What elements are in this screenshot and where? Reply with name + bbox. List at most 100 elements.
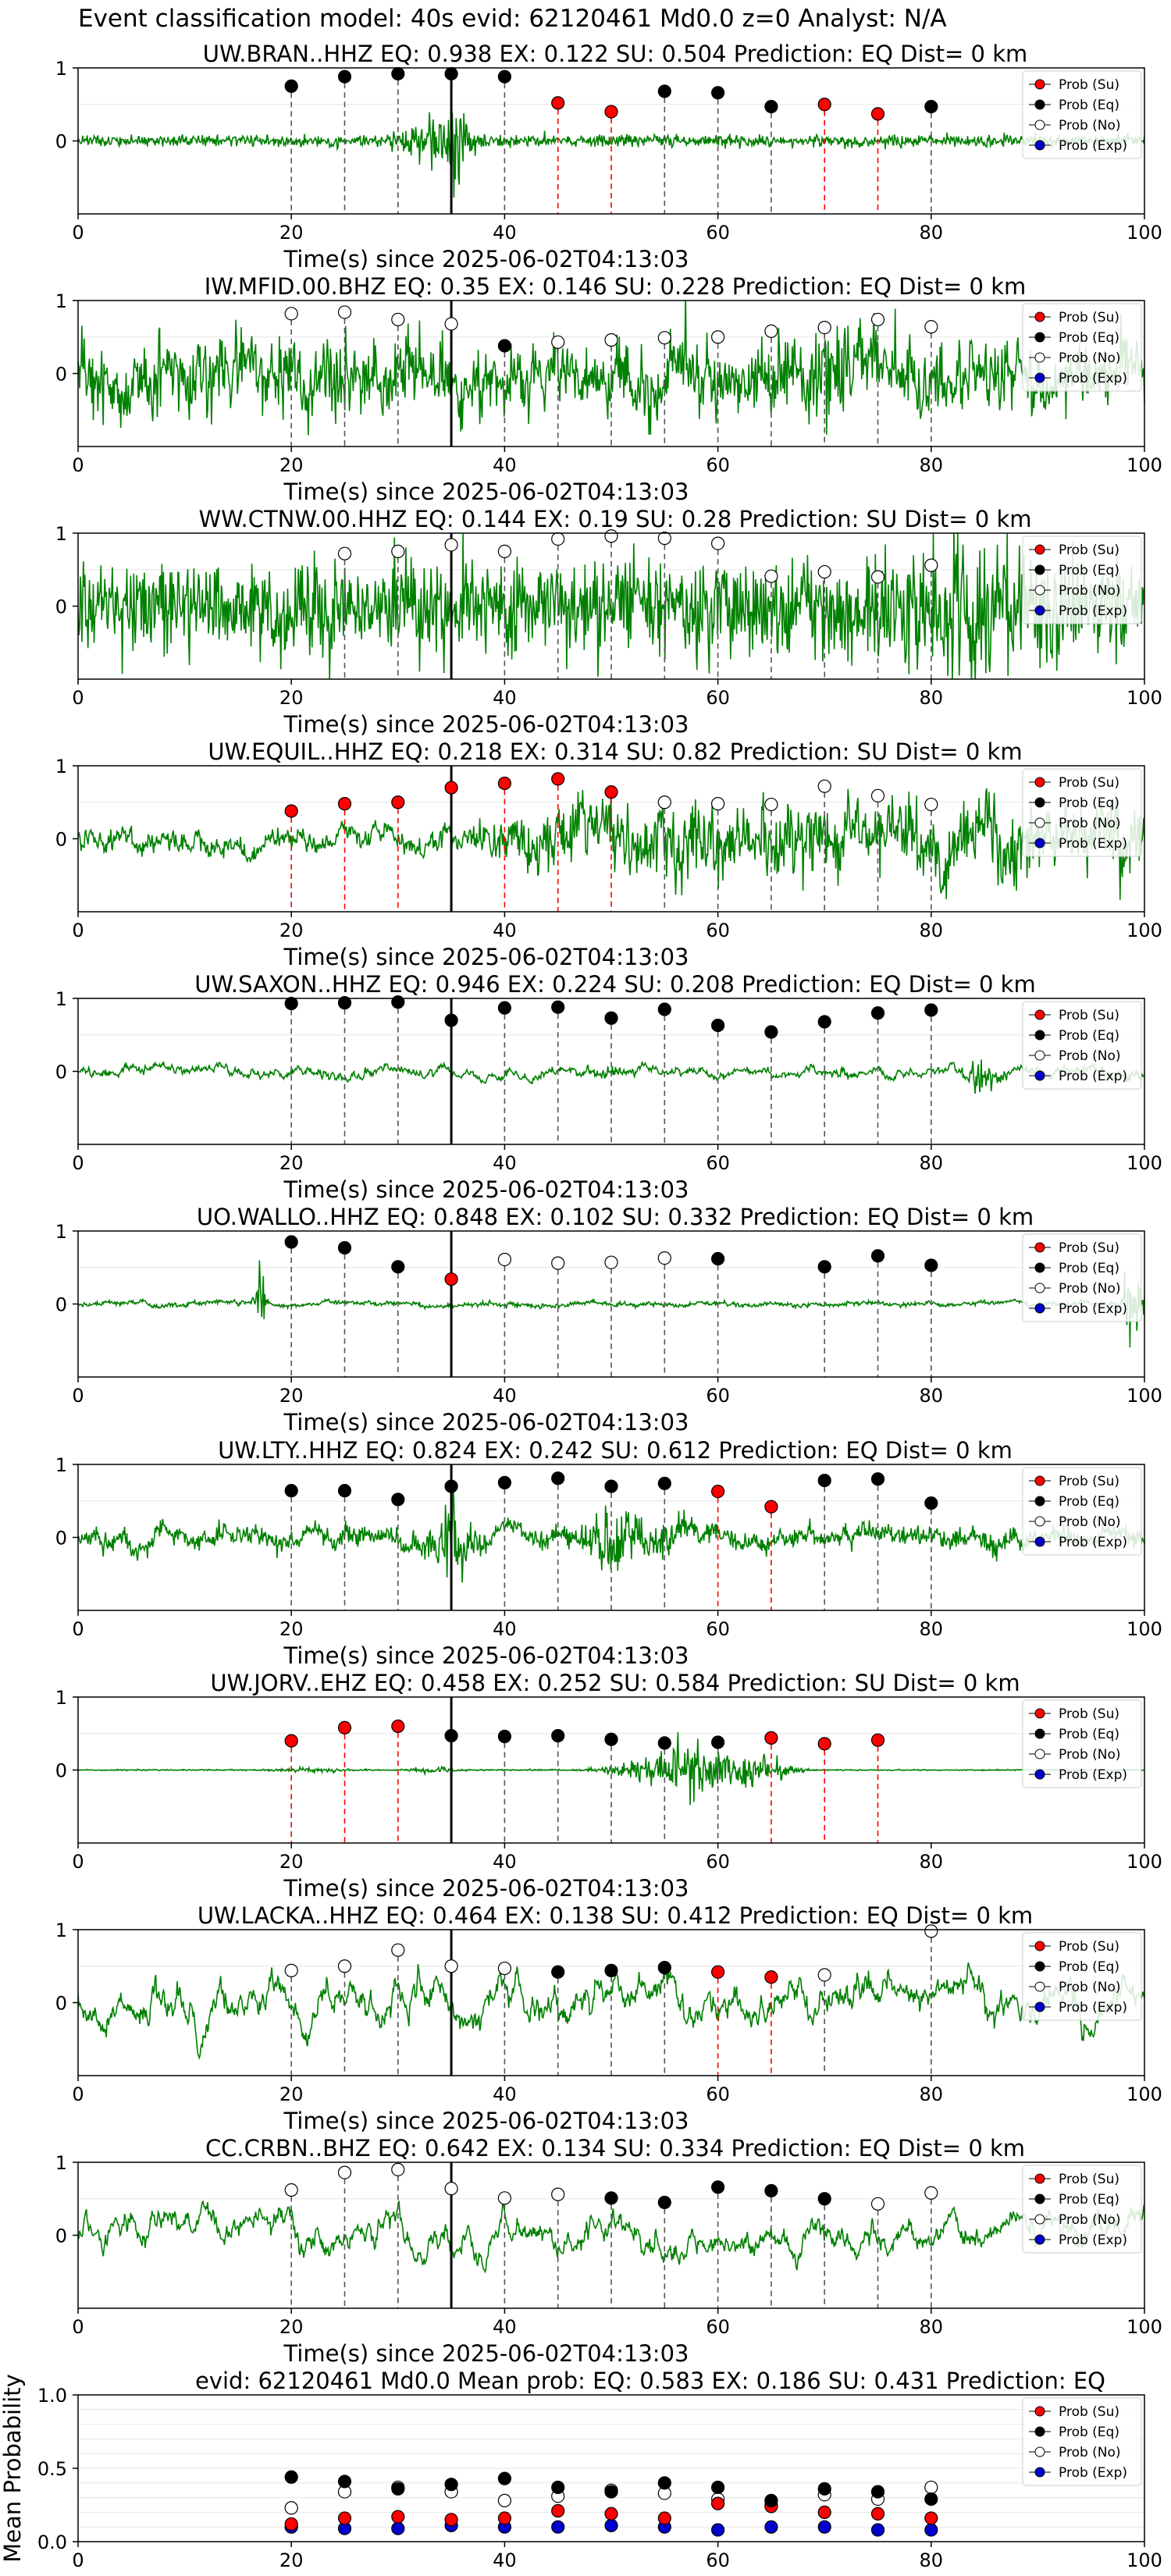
y-tick-label: 1: [55, 1687, 67, 1709]
panel-title: CC.CRBN..BHZ EQ: 0.642 EX: 0.134 SU: 0.3…: [205, 2135, 1025, 2161]
y-tick-label: 0: [55, 1993, 67, 2015]
legend-box: [1022, 535, 1142, 624]
panel-title: evid: 62120461 Md0.0 Mean prob: EQ: 0.58…: [195, 2368, 1105, 2394]
legend-marker-0: [1034, 1941, 1045, 1952]
x-tick-label: 80: [920, 454, 944, 476]
legend-marker-0: [1034, 2406, 1045, 2417]
prob-marker-eq: [391, 1493, 405, 1507]
legend-label: Prob (Eq): [1059, 1028, 1119, 1044]
x-tick-label: 60: [706, 2549, 730, 2571]
prob-marker-su: [284, 804, 298, 818]
prob-marker-eq: [924, 1258, 938, 1272]
waveform-panel-3: WW.CTNW.00.HHZ EQ: 0.144 EX: 0.19 SU: 0.…: [55, 506, 1162, 738]
legend-label: Prob (Exp): [1059, 371, 1127, 386]
legend-label: Prob (Eq): [1059, 563, 1119, 578]
prob-marker-eq: [710, 1735, 725, 1749]
mean-prob-point-no: [497, 2493, 512, 2507]
y-tick-label: 0.5: [37, 2458, 67, 2480]
prob-marker-eq: [497, 1729, 512, 1744]
y-tick-label: 0.0: [37, 2532, 67, 2553]
x-tick-label: 40: [493, 687, 517, 709]
panel-title: UW.BRAN..HHZ EQ: 0.938 EX: 0.122 SU: 0.5…: [203, 41, 1028, 67]
legend-marker-2: [1034, 1749, 1045, 1759]
prob-marker-eq: [764, 2183, 778, 2198]
prob-marker-eq: [604, 1963, 618, 1977]
x-axis-label: Time(s) since 2025-06-02T04:13:03: [283, 1176, 689, 1203]
legend-label: Prob (Su): [1059, 77, 1119, 93]
prob-marker-eq: [924, 1496, 938, 1510]
legend-box: [1022, 1932, 1142, 2021]
legend-label: Prob (Eq): [1059, 330, 1119, 346]
legend-label: Prob (Eq): [1059, 1727, 1119, 1742]
mean-prob-point-su: [551, 2503, 565, 2518]
prob-marker-eq: [817, 1015, 831, 1029]
prob-marker-no: [710, 797, 725, 811]
mean-prob-point-exp: [710, 2523, 725, 2537]
x-tick-label: 80: [920, 920, 944, 941]
waveform-panel-2: IW.MFID.00.BHZ EQ: 0.35 EX: 0.146 SU: 0.…: [55, 273, 1162, 505]
legend-label: Prob (Eq): [1059, 795, 1119, 811]
legend-marker-0: [1034, 1475, 1045, 1486]
panel-title: IW.MFID.00.BHZ EQ: 0.35 EX: 0.146 SU: 0.…: [205, 273, 1027, 300]
prob-marker-no: [551, 335, 565, 349]
legend-label: Prob (Eq): [1059, 2425, 1119, 2440]
prob-marker-no: [604, 333, 618, 347]
x-tick-label: 100: [1127, 920, 1162, 941]
prob-marker-eq: [870, 1006, 885, 1020]
x-tick-label: 100: [1127, 1618, 1162, 1640]
y-tick-label: 0: [55, 364, 67, 386]
legend-marker-3: [1034, 140, 1045, 151]
legend-marker-1: [1034, 1262, 1045, 1273]
y-tick-label: 0: [55, 829, 67, 851]
legend-box: [1022, 2397, 1142, 2486]
legend-box: [1022, 70, 1142, 159]
mean-prob-point-exp: [817, 2520, 831, 2534]
prob-marker-no: [497, 1252, 512, 1267]
prob-marker-no: [924, 797, 938, 812]
x-tick-label: 80: [920, 2083, 944, 2105]
y-tick-label: 0: [55, 1528, 67, 1550]
legend-box: [1022, 1467, 1142, 1556]
legend-label: Prob (Su): [1059, 543, 1119, 558]
prob-marker-eq: [284, 1484, 298, 1498]
legend-label: Prob (Eq): [1059, 1261, 1119, 1276]
prob-marker-no: [657, 531, 671, 546]
x-axis-label: Time(s) since 2025-06-02T04:13:03: [283, 711, 689, 738]
legend-label: Prob (Su): [1059, 1939, 1119, 1955]
prob-marker-eq: [657, 1736, 671, 1750]
y-tick-label: 1: [55, 1920, 67, 1941]
x-tick-label: 80: [920, 1851, 944, 1873]
x-tick-label: 20: [279, 1851, 304, 1873]
waveform-panel-1: UW.BRAN..HHZ EQ: 0.938 EX: 0.122 SU: 0.5…: [55, 41, 1162, 272]
prob-marker-su: [604, 105, 618, 119]
y-tick-label: 0: [55, 2226, 67, 2247]
legend-marker-0: [1034, 2173, 1045, 2184]
prob-marker-su: [551, 96, 565, 110]
legend-label: Prob (Exp): [1059, 603, 1127, 619]
x-tick-label: 100: [1127, 687, 1162, 709]
prob-marker-no: [817, 564, 831, 579]
figure-suptitle: Event classification model: 40s evid: 62…: [78, 5, 947, 33]
mean-prob-point-eq: [764, 2493, 778, 2507]
x-tick-label: 0: [72, 687, 84, 709]
mean-prob-point-exp: [870, 2523, 885, 2537]
legend-marker-1: [1034, 564, 1045, 575]
legend-label: Prob (No): [1059, 1747, 1121, 1763]
prob-marker-eq: [391, 1260, 405, 1274]
x-axis-label: Time(s) since 2025-06-02T04:13:03: [283, 246, 689, 272]
waveform-panel-7: UW.LTY..HHZ EQ: 0.824 EX: 0.242 SU: 0.61…: [55, 1437, 1162, 1669]
panel-title: UW.SAXON..HHZ EQ: 0.946 EX: 0.224 SU: 0.…: [194, 971, 1035, 998]
legend-label: Prob (Exp): [1059, 2233, 1127, 2248]
prob-marker-no: [604, 529, 618, 543]
legend-label: Prob (No): [1059, 816, 1121, 831]
legend-marker-1: [1034, 332, 1045, 343]
prob-marker-no: [337, 2165, 352, 2179]
x-tick-label: 40: [493, 2083, 517, 2105]
legend-label: Prob (Exp): [1059, 1301, 1127, 1317]
mean-prob-point-su: [604, 2507, 618, 2521]
x-tick-label: 0: [72, 1385, 84, 1407]
prob-marker-no: [391, 544, 405, 558]
prob-marker-su: [391, 1719, 405, 1733]
prob-marker-eq: [657, 1476, 671, 1490]
